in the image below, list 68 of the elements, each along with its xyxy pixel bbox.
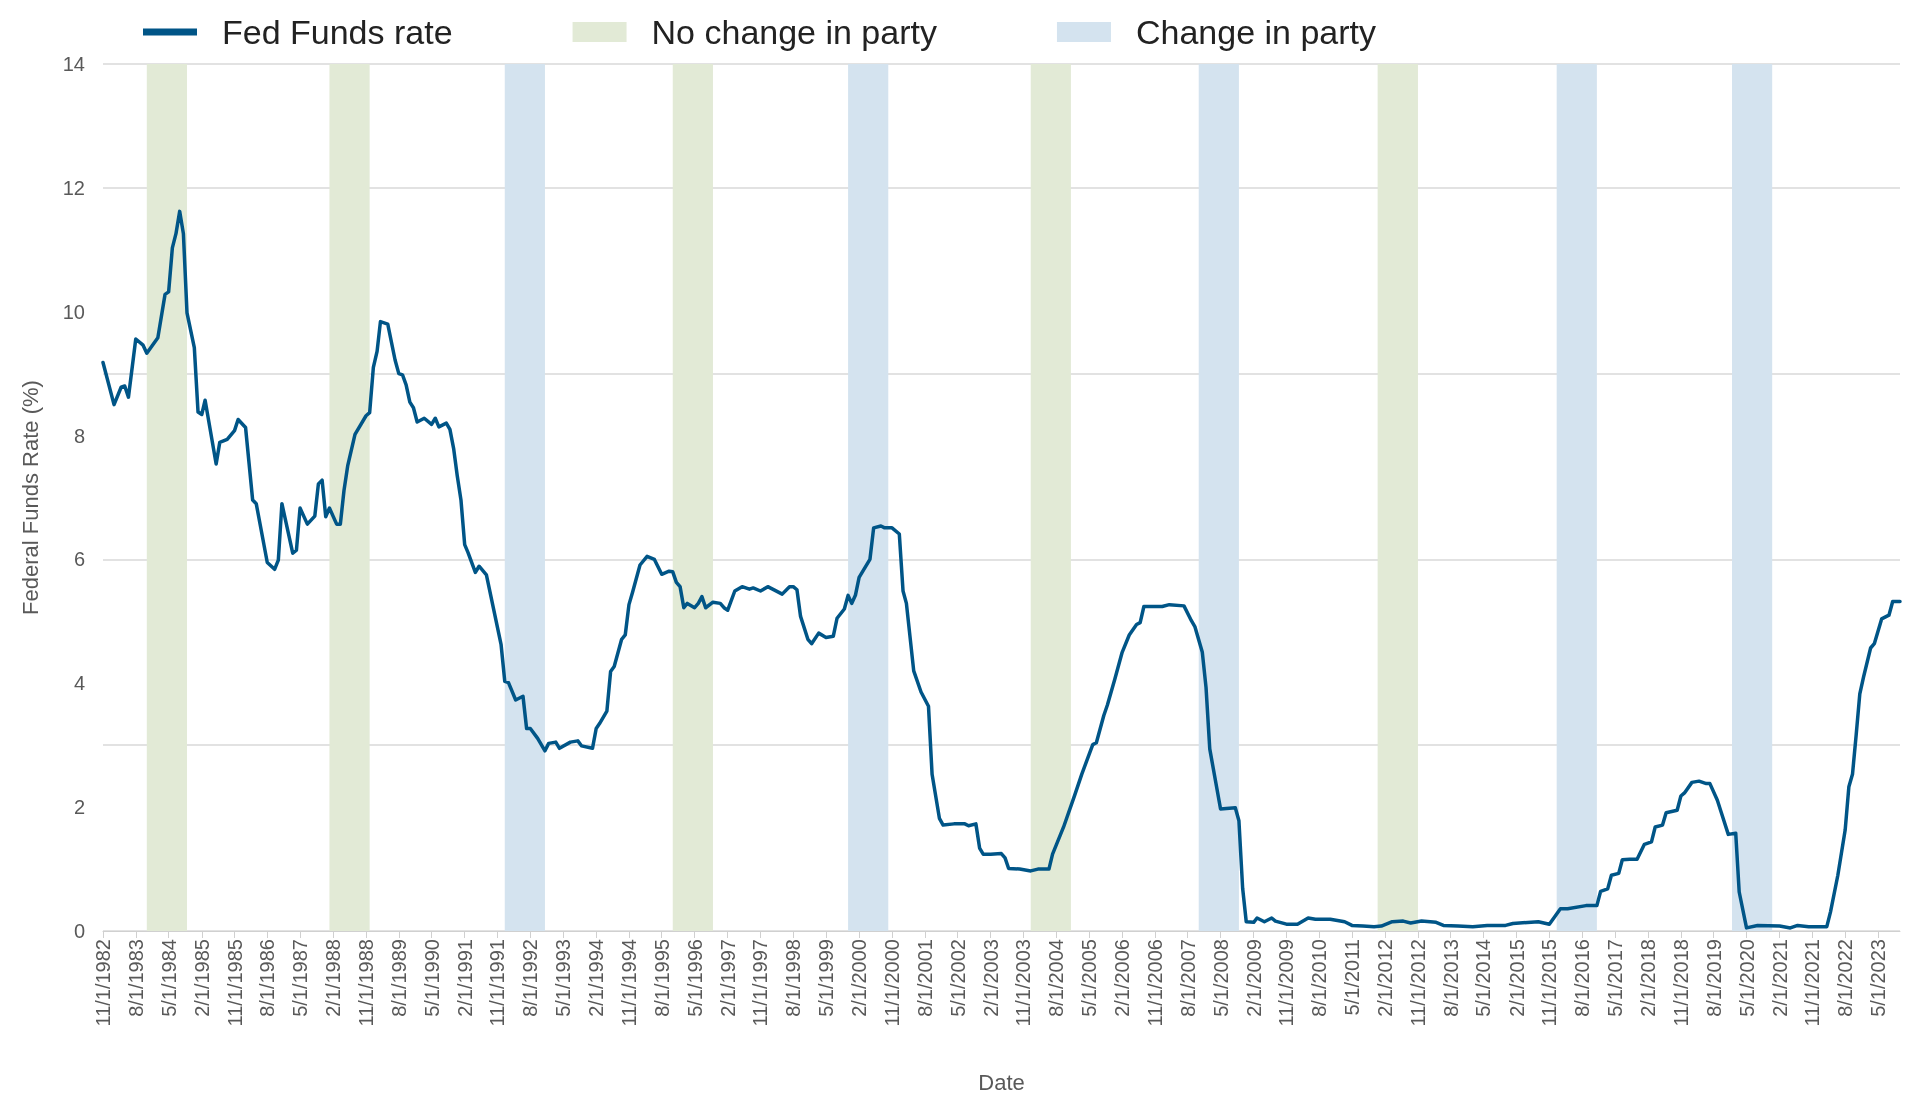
x-tick-label: 5/1/1996 bbox=[683, 939, 706, 1017]
x-tick-label: 5/1/2011 bbox=[1340, 939, 1363, 1016]
x-tick-label: 2/1/1991 bbox=[453, 939, 476, 1017]
y-tick-label: 8 bbox=[73, 424, 85, 447]
y-tick-label: 14 bbox=[62, 53, 85, 75]
x-tick-label: 5/1/1984 bbox=[157, 939, 180, 1017]
x-tick-label: 2/1/2000 bbox=[848, 939, 871, 1017]
x-tick-label: 11/1/1988 bbox=[355, 939, 378, 1027]
x-tick-label: 11/1/2009 bbox=[1275, 939, 1298, 1027]
x-tick-label: 2/1/2021 bbox=[1768, 939, 1791, 1017]
x-tick-label: 11/1/2015 bbox=[1538, 939, 1561, 1027]
x-tick-label: 11/1/1985 bbox=[223, 939, 246, 1027]
x-axis-title: Date bbox=[978, 1069, 1025, 1095]
y-tick-label: 4 bbox=[73, 672, 85, 695]
x-tick-label: 8/1/1995 bbox=[650, 939, 673, 1017]
x-tick-label: 5/1/2020 bbox=[1735, 939, 1758, 1017]
y-tick-label: 12 bbox=[62, 176, 85, 199]
x-tick-label: 8/1/1998 bbox=[782, 939, 805, 1017]
x-tick-label: 5/1/2014 bbox=[1472, 939, 1495, 1017]
x-tick-label: 11/1/2018 bbox=[1669, 939, 1692, 1027]
legend-label: Change in party bbox=[1135, 13, 1377, 51]
x-tick-label: 5/1/2017 bbox=[1604, 939, 1626, 1017]
x-tick-label: 8/1/2016 bbox=[1571, 939, 1594, 1017]
y-tick-label: 6 bbox=[73, 548, 85, 571]
y-tick-label: 2 bbox=[73, 796, 85, 819]
x-tick-label: 11/1/2021 bbox=[1801, 939, 1824, 1027]
x-tick-label: 5/1/2008 bbox=[1209, 939, 1232, 1017]
y-tick-label: 0 bbox=[73, 920, 85, 942]
x-tick-label: 5/1/2005 bbox=[1078, 939, 1101, 1017]
x-tick-label: 11/1/2012 bbox=[1406, 939, 1429, 1027]
x-tick-label: 5/1/1987 bbox=[289, 939, 312, 1017]
y-axis-title: Federal Funds Rate (%) bbox=[17, 380, 43, 615]
x-tick-label: 11/1/1997 bbox=[749, 939, 772, 1027]
x-tick-label: 2/1/1994 bbox=[585, 939, 608, 1017]
x-tick-label: 8/1/1992 bbox=[519, 939, 542, 1017]
x-tick-label: 2/1/2012 bbox=[1374, 939, 1397, 1017]
x-tick-label: 8/1/2001 bbox=[913, 939, 936, 1017]
x-tick-label: 11/1/2003 bbox=[1012, 939, 1035, 1027]
x-tick-label: 8/1/2010 bbox=[1308, 939, 1331, 1017]
x-tick-label: 8/1/2019 bbox=[1702, 939, 1725, 1017]
x-tick-label: 2/1/1985 bbox=[190, 939, 213, 1017]
x-tick-label: 5/1/1990 bbox=[420, 939, 443, 1017]
x-tick-label: 11/1/2006 bbox=[1143, 939, 1166, 1027]
x-tick-label: 2/1/2006 bbox=[1111, 939, 1134, 1017]
x-tick-label: 2/1/2009 bbox=[1242, 939, 1265, 1017]
x-tick-label: 11/1/2000 bbox=[881, 939, 903, 1027]
x-tick-label: 2/1/2015 bbox=[1505, 939, 1528, 1017]
x-tick-label: 5/1/1999 bbox=[815, 939, 837, 1017]
x-tick-label: 11/1/1991 bbox=[486, 939, 509, 1027]
x-tick-label: 8/1/2013 bbox=[1439, 939, 1462, 1017]
x-tick-label: 8/1/2004 bbox=[1045, 939, 1068, 1017]
y-tick-label: 10 bbox=[62, 300, 85, 323]
x-tick-label: 11/1/1982 bbox=[92, 939, 114, 1027]
x-tick-label: 8/1/1983 bbox=[124, 939, 147, 1017]
x-tick-label: 8/1/1989 bbox=[387, 939, 410, 1017]
x-tick-label: 8/1/1986 bbox=[256, 939, 279, 1017]
x-tick-label: 5/1/2023 bbox=[1866, 939, 1889, 1017]
x-tick-label: 2/1/2003 bbox=[979, 939, 1002, 1017]
x-tick-label: 2/1/1988 bbox=[322, 939, 345, 1017]
x-tick-label: 8/1/2022 bbox=[1834, 939, 1857, 1017]
x-tick-label: 5/1/1993 bbox=[552, 939, 575, 1017]
legend-label: Fed Funds rate bbox=[222, 13, 453, 51]
x-tick-label: 2/1/1997 bbox=[716, 939, 739, 1017]
x-tick-label: 2/1/2018 bbox=[1637, 939, 1660, 1017]
x-tick-label: 5/1/2002 bbox=[946, 939, 969, 1017]
x-tick-label: 8/1/2007 bbox=[1176, 939, 1199, 1017]
x-tick-label: 11/1/1994 bbox=[617, 939, 640, 1027]
legend-label: No change in party bbox=[651, 13, 937, 51]
